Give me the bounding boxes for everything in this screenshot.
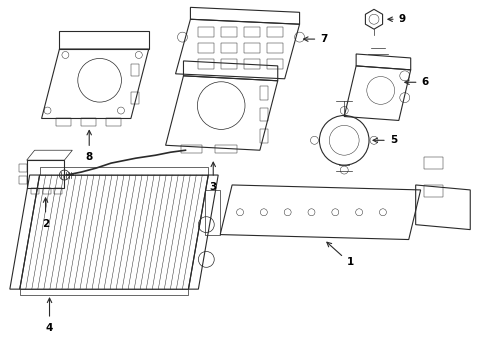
Bar [198,43,214,53]
Text: 3: 3 [210,182,217,192]
Bar [221,59,237,69]
Bar [106,118,121,126]
Text: 4: 4 [46,323,53,333]
Bar [260,108,268,121]
Bar [244,43,260,53]
Bar [19,176,26,184]
Bar [267,27,283,37]
Bar [54,188,62,194]
Bar [221,27,237,37]
Bar [26,160,64,188]
Bar [81,118,96,126]
Bar [198,27,214,37]
Bar [19,164,26,172]
Bar [31,188,39,194]
Bar [131,92,139,104]
Text: 8: 8 [86,152,93,162]
Bar [180,145,202,153]
Bar [221,43,237,53]
Text: 5: 5 [390,135,397,145]
Bar [260,86,268,100]
Bar [424,185,443,197]
Text: 2: 2 [42,219,49,229]
Bar [267,59,283,69]
Text: 1: 1 [347,257,354,267]
Bar [43,188,50,194]
Bar [131,64,139,76]
Bar [215,145,237,153]
Bar [260,129,268,143]
Bar [424,157,443,169]
Text: 7: 7 [320,34,328,44]
Bar [244,27,260,37]
Bar [198,59,214,69]
Text: 6: 6 [421,77,429,87]
Bar [56,118,72,126]
Bar [267,43,283,53]
Text: 9: 9 [399,14,406,24]
Bar [244,59,260,69]
